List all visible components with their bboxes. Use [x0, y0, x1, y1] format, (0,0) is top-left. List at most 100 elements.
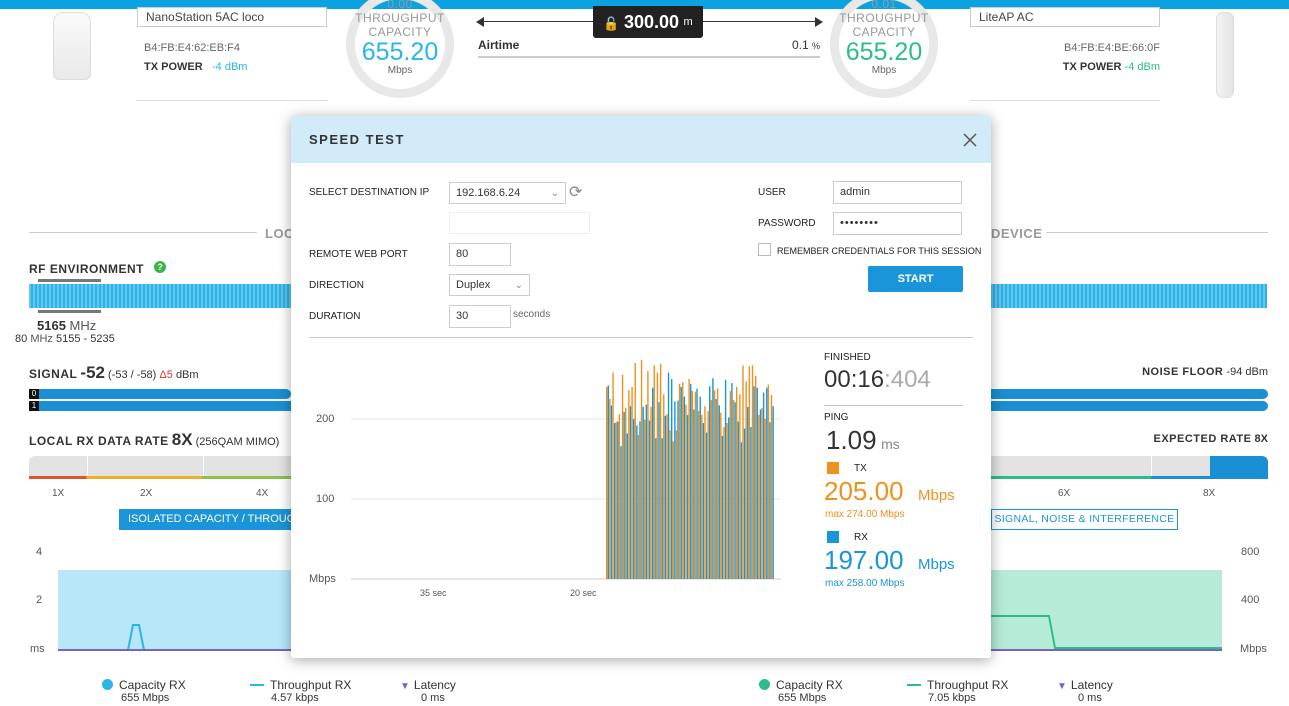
right-tx-power-label: TX POWER — [1062, 61, 1122, 73]
section-divider-right — [1046, 232, 1268, 233]
signal-chain1-label: 1 — [29, 401, 39, 411]
left-device-mac: B4:FB:E4:62:EB:F4 — [144, 42, 240, 54]
isolated-capacity-button[interactable]: ISOLATED CAPACITY / THROUG — [119, 509, 291, 530]
tx-bar — [729, 391, 732, 579]
tx-bar — [647, 371, 649, 579]
password-input[interactable]: •••••••• — [833, 212, 962, 235]
rx-bar — [743, 428, 746, 579]
right-chart-area — [991, 570, 1222, 650]
section-local-title: LOC — [265, 226, 294, 241]
tx-bar — [716, 388, 719, 579]
right-ring-label2: CAPACITY — [852, 25, 916, 39]
left-axis-tick-2: 2 — [36, 594, 43, 606]
remember-checkbox[interactable] — [758, 243, 771, 256]
chevron-down-icon: ⌄ — [550, 188, 559, 199]
tx-bar — [640, 359, 643, 579]
rx-bar — [734, 402, 736, 579]
tx-bar — [606, 387, 608, 579]
rx-bar — [639, 421, 641, 579]
chart-ytick-100: 100 — [316, 493, 335, 505]
tx-value-row: 205.00 Mbps — [824, 476, 955, 507]
legend-right-capacity-value: 655 Mbps — [778, 692, 827, 704]
tx-bar — [732, 399, 735, 579]
tx-bar — [713, 390, 716, 579]
latency-triangle-icon: ▼ — [400, 681, 410, 692]
tx-bar — [634, 363, 636, 579]
tx-value: 205.00 — [824, 476, 904, 506]
rx-bar — [686, 415, 689, 579]
rx-rate-tick-1x: 1X — [52, 488, 65, 499]
start-button[interactable]: START — [868, 266, 963, 292]
close-icon[interactable] — [963, 133, 977, 147]
direction-label: DIRECTION — [309, 280, 364, 291]
rx-bar — [715, 399, 717, 579]
rx-bar — [721, 435, 724, 579]
tx-bar — [678, 383, 681, 579]
help-icon[interactable]: ? — [154, 261, 166, 273]
chart-ytick-200: 200 — [316, 413, 335, 425]
expected-rate-value: 8X — [1254, 433, 1268, 445]
right-axis-unit: Mbps — [1240, 643, 1267, 655]
tx-bar — [669, 430, 671, 579]
tx-bar — [726, 423, 728, 579]
legend-left-throughput: Throughput RX 4.57 kbps — [250, 678, 351, 704]
section-divider-left — [29, 232, 257, 233]
rx-bar — [642, 407, 644, 579]
rx-bar — [728, 417, 730, 579]
tx-bar — [704, 406, 706, 579]
rx-bar — [626, 433, 629, 579]
rx-rate-tick-4x: 4X — [256, 488, 269, 499]
signal-noise-interference-button[interactable]: SIGNAL, NOISE & INTERFERENCE — [991, 509, 1178, 530]
rx-max: max 258.00 Mbps — [825, 578, 905, 589]
legend-right-latency-label: Latency — [1070, 678, 1113, 692]
left-device-panel: NanoStation 5AC loco B4:FB:E4:62:EB:F4 T… — [137, 0, 327, 101]
tx-bar — [691, 391, 693, 579]
right-ring-value: 655.20 — [845, 38, 923, 66]
user-input[interactable]: admin — [833, 181, 962, 204]
tx-bar — [739, 394, 741, 579]
distance-box[interactable]: 🔓 300.00 m — [593, 6, 703, 38]
right-ring-label1: THROUGHPUT — [839, 11, 929, 25]
signal-chain0-label: 0 — [29, 389, 39, 399]
refresh-icon[interactable]: ⟳ — [569, 184, 583, 201]
rx-bar — [620, 446, 622, 579]
dest-ip-label: SELECT DESTINATION IP — [309, 187, 430, 198]
tx-bar — [650, 407, 652, 579]
duration-input[interactable]: 30 — [449, 305, 511, 328]
tx-bar — [609, 399, 611, 579]
signal-chain1-bar — [29, 401, 291, 411]
legend-right-latency-value: 0 ms — [1078, 692, 1102, 704]
tx-bar — [764, 419, 766, 579]
rx-bar — [699, 396, 701, 579]
rx-bar — [690, 383, 692, 579]
rx-bar — [724, 379, 727, 579]
tx-bar — [767, 384, 770, 579]
rx-bar — [648, 420, 651, 579]
rx-bar — [772, 406, 774, 579]
signal-unit: dBm — [175, 369, 199, 381]
tx-bar — [637, 435, 640, 579]
signal-chain0-bar — [29, 389, 291, 399]
legend-left-latency-value: 0 ms — [421, 692, 445, 704]
rx-bar — [683, 396, 686, 579]
dest-ip-select[interactable]: 192.168.6.24 ⌄ — [449, 182, 566, 204]
tx-bar — [625, 407, 627, 579]
rx-bar — [655, 438, 657, 579]
tx-bar — [659, 363, 662, 579]
left-device-name[interactable]: NanoStation 5AC loco — [137, 7, 327, 27]
right-device-name[interactable]: LiteAP AC — [970, 7, 1160, 27]
tx-bar — [675, 430, 678, 579]
rx-bar — [674, 401, 676, 579]
tx-bar — [701, 415, 703, 579]
noise-chain1-bar — [991, 401, 1268, 411]
rx-bar — [651, 387, 654, 579]
port-input[interactable]: 80 — [449, 243, 511, 266]
lock-icon: 🔓 — [603, 16, 620, 31]
dest-ip-custom-input[interactable] — [449, 212, 590, 234]
rx-bar — [759, 409, 762, 579]
left-ring-label2: CAPACITY — [368, 25, 432, 39]
tx-max: max 274.00 Mbps — [825, 509, 905, 520]
remember-label: REMEMBER CREDENTIALS FOR THIS SESSION — [777, 246, 982, 256]
left-latency-spike — [127, 624, 145, 651]
direction-select[interactable]: Duplex ⌄ — [449, 274, 530, 296]
